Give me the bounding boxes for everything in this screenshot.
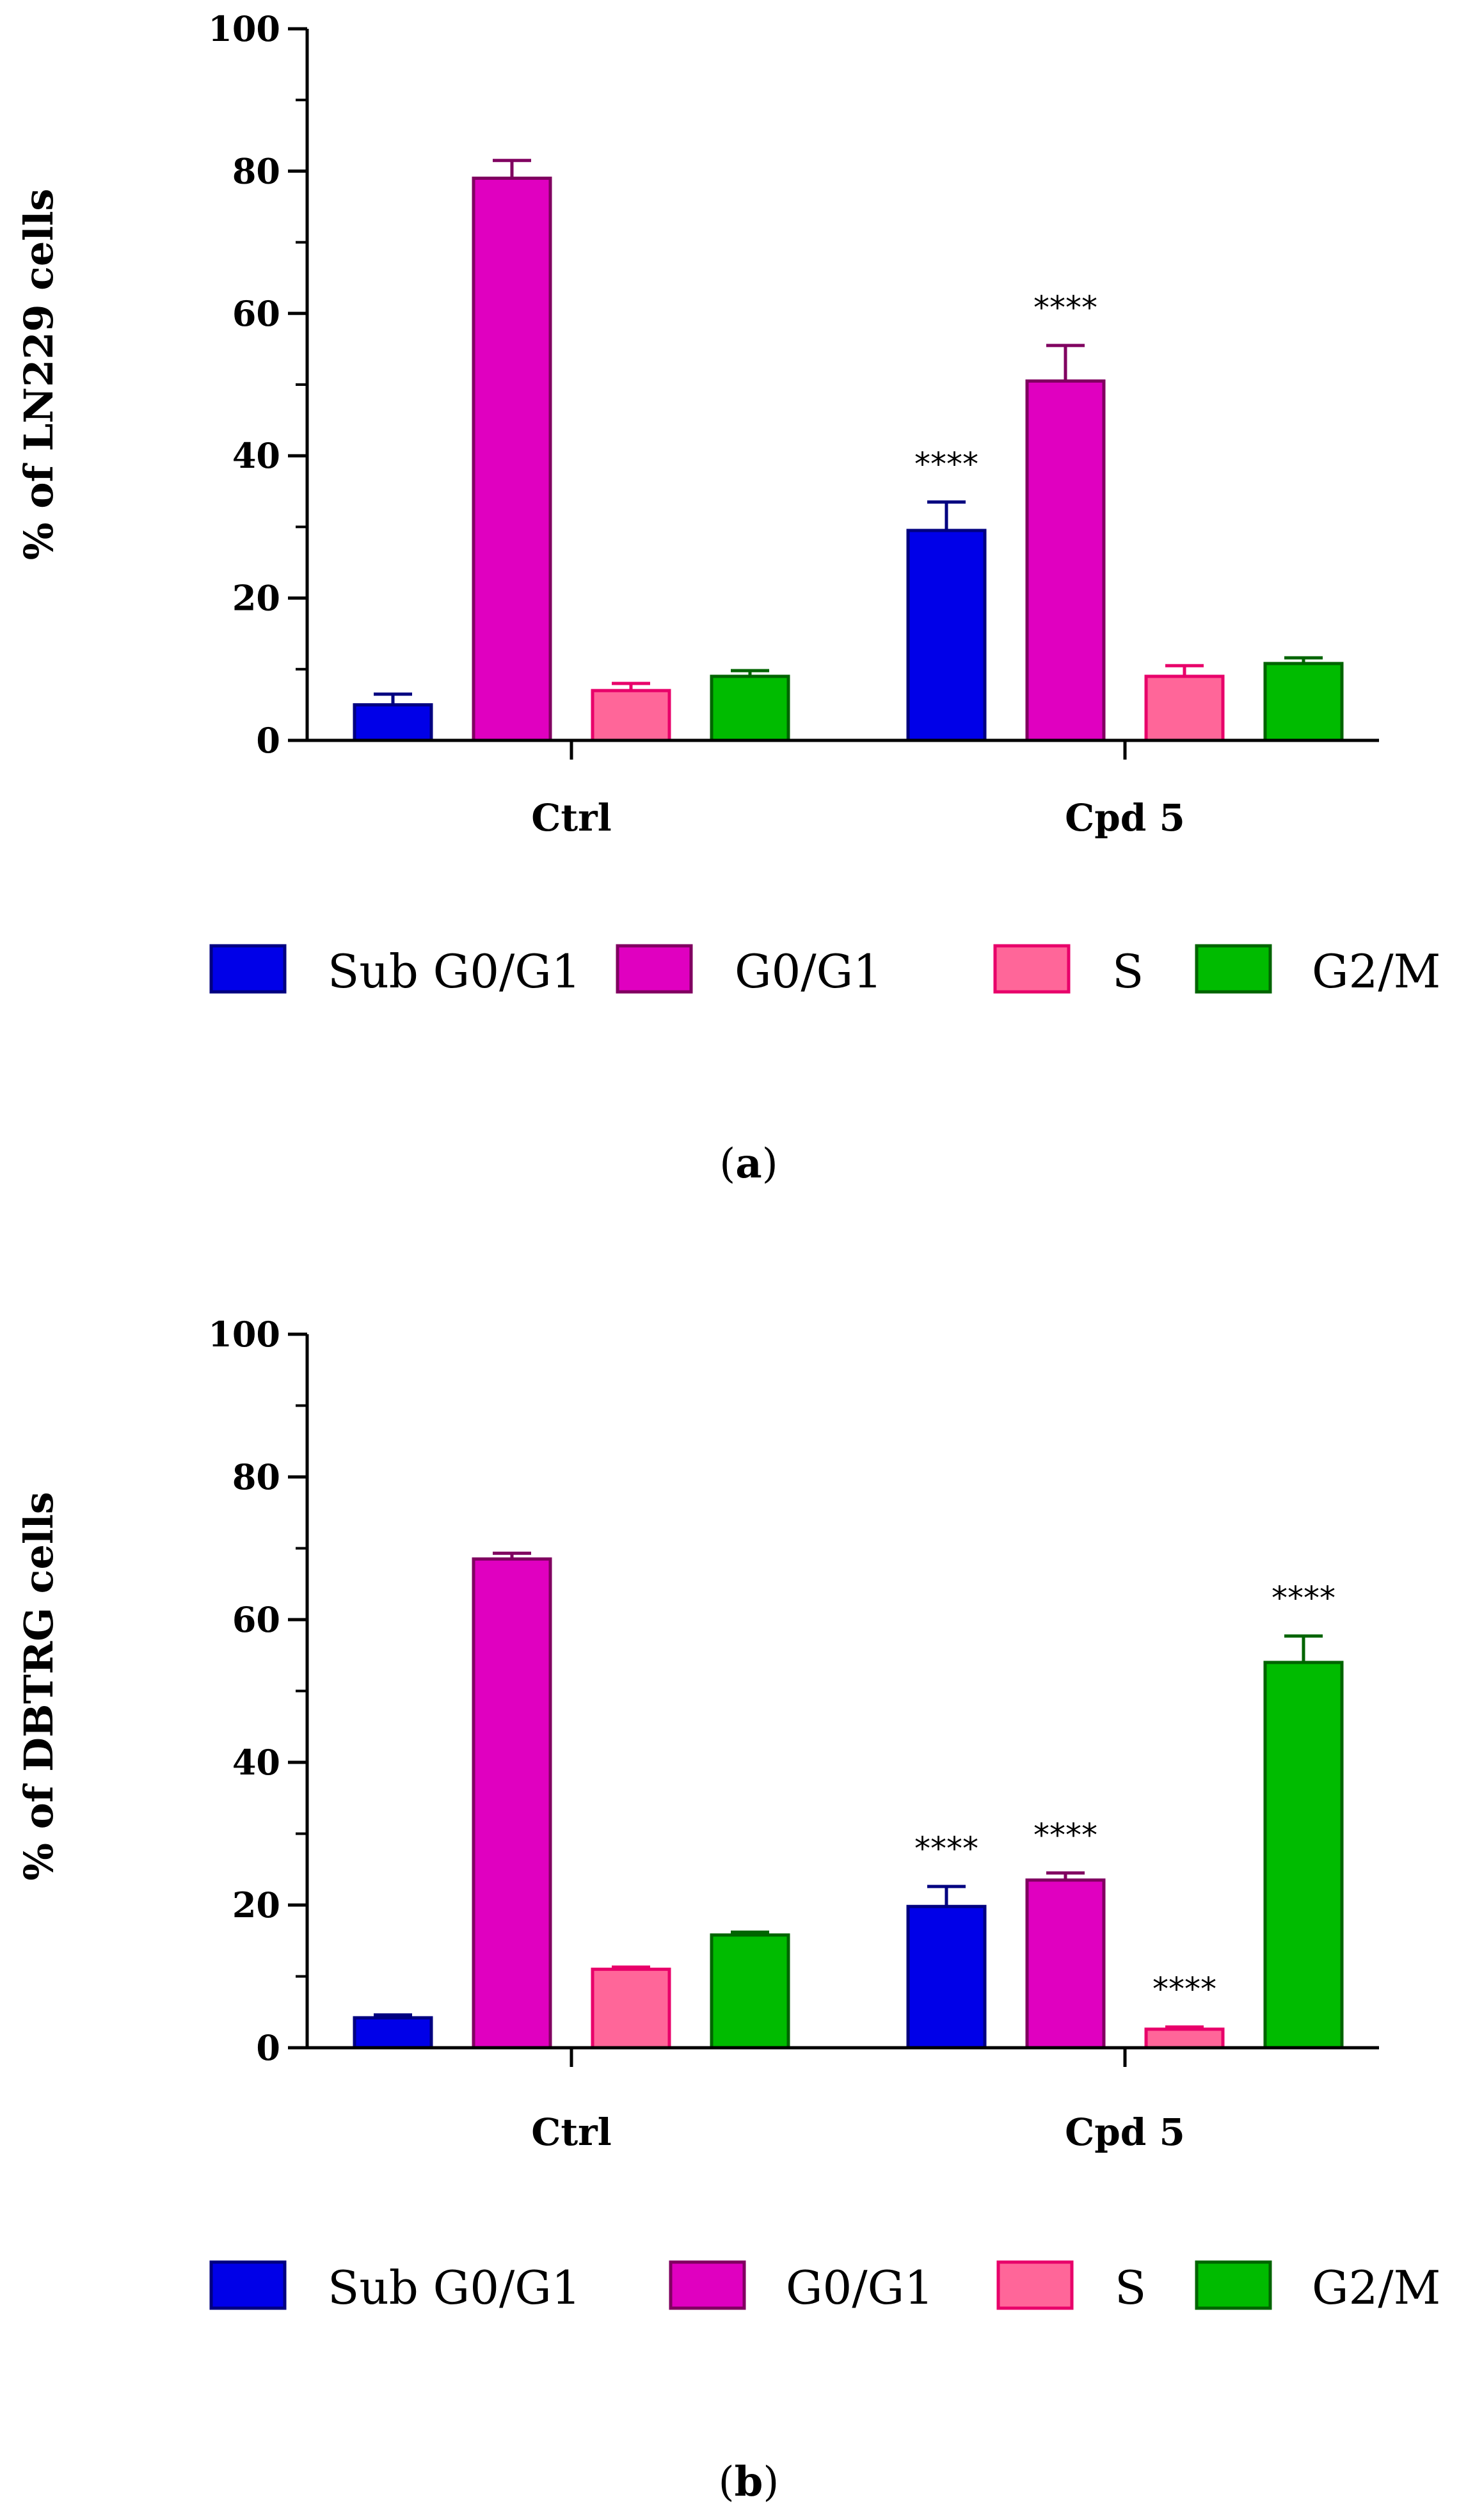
bar-s-cpd5-significance: **** xyxy=(1152,1971,1216,2008)
panel-b-legend-label-g0g1: G0/G1 xyxy=(786,2261,934,2315)
panel-a-y-ticks: 0 20 40 60 80 100 xyxy=(208,8,307,761)
panel-b-legend-swatch-g0g1 xyxy=(669,2260,746,2310)
panel-a-chart: % of LN229 cells 0 20 40 60 80 100 **** **** C… xyxy=(15,8,1440,1188)
y-tick-label-80: 80 xyxy=(232,1456,280,1497)
y-tick-label-0: 0 xyxy=(256,2027,280,2068)
bar-g0g1-cpd5-significance: **** xyxy=(1033,1817,1097,1854)
panel-a-y-axis-title: % of LN229 cells xyxy=(15,189,62,561)
bar-g2m-cpd5 xyxy=(1263,1661,1344,2050)
panel-a-category-ctrl: Ctrl xyxy=(531,796,612,840)
bar-sub-g0g1-ctrl xyxy=(353,2016,433,2050)
y-tick-label-60: 60 xyxy=(232,1599,280,1640)
panel-a-bars: **** **** xyxy=(353,159,1344,742)
panel-a-legend-label-sub-g0g1: Sub G0/G1 xyxy=(328,945,581,998)
bar-sub-g0g1-cpd5-significance: **** xyxy=(914,1830,978,1867)
panel-b-category-cpd5: Cpd 5 xyxy=(1065,2110,1185,2154)
panel-a-legend-swatch-g0g1 xyxy=(616,944,693,994)
y-tick-label-100: 100 xyxy=(208,8,280,49)
y-tick-label-20: 20 xyxy=(232,1885,280,1926)
panel-b-legend-swatch-sub-g0g1 xyxy=(209,2260,287,2310)
bar-s-ctrl xyxy=(591,689,671,742)
panel-a-legend-label-g0g1: G0/G1 xyxy=(735,945,882,998)
panel-b-bars: **** **** **** **** xyxy=(353,1551,1344,2050)
panel-b-legend-label-sub-g0g1: Sub G0/G1 xyxy=(328,2261,581,2315)
panel-b-legend-swatch-s xyxy=(996,2260,1074,2310)
bar-sub-g0g1-cpd5-significance: **** xyxy=(914,445,978,482)
y-tick-label-40: 40 xyxy=(232,1742,280,1783)
bar-sub-g0g1-ctrl xyxy=(353,703,433,742)
panel-b-category-ctrl: Ctrl xyxy=(531,2110,612,2154)
bar-g0g1-cpd5-significance: **** xyxy=(1033,289,1097,326)
panel-a-legend-swatch-sub-g0g1 xyxy=(209,944,287,994)
bar-g0g1-cpd5 xyxy=(1025,1878,1106,2050)
y-tick-label-0: 0 xyxy=(256,720,280,761)
bar-s-cpd5 xyxy=(1144,2027,1225,2050)
bar-g2m-cpd5 xyxy=(1263,662,1344,742)
y-tick-label-100: 100 xyxy=(208,1314,280,1355)
y-tick-label-60: 60 xyxy=(232,293,280,334)
panel-b-legend-swatch-g2m xyxy=(1195,2260,1272,2310)
panel-a-caption: (a) xyxy=(719,1140,777,1188)
panel-a-legend-swatch-g2m xyxy=(1195,944,1272,994)
panel-a-caption-letter: a xyxy=(735,1140,761,1188)
panel-b-y-ticks: 0 20 40 60 80 100 xyxy=(208,1314,307,2068)
panel-a-axes xyxy=(305,29,1379,760)
panel-b-caption-letter: b xyxy=(735,2458,763,2506)
panel-a-legend-swatch-s xyxy=(993,944,1071,994)
panel-b-legend: Sub G0/G1 G0/G1 S G2/M xyxy=(209,2260,1440,2315)
bar-sub-g0g1-cpd5 xyxy=(906,1904,987,2050)
panel-b-caption: (b) xyxy=(719,2458,779,2506)
y-tick-label-80: 80 xyxy=(232,150,280,191)
bar-g0g1-ctrl xyxy=(472,1557,552,2050)
bar-s-cpd5 xyxy=(1144,674,1225,742)
panel-b-axes xyxy=(305,1334,1379,2067)
bar-g0g1-cpd5 xyxy=(1025,379,1106,742)
panel-b-legend-label-g2m: G2/M xyxy=(1312,2261,1440,2315)
bar-g2m-ctrl xyxy=(710,674,790,742)
panel-b-y-axis-title: % of DBTRG cells xyxy=(15,1492,62,1881)
panel-a-legend: Sub G0/G1 G0/G1 S G2/M xyxy=(209,944,1440,998)
y-tick-label-40: 40 xyxy=(232,435,280,476)
panel-a-category-cpd5: Cpd 5 xyxy=(1065,796,1185,840)
panel-b-legend-label-s: S xyxy=(1115,2261,1146,2315)
bar-g2m-cpd5-significance: **** xyxy=(1272,1580,1335,1617)
bar-g2m-ctrl xyxy=(710,1933,790,2050)
bar-sub-g0g1-cpd5 xyxy=(906,529,987,742)
bar-s-ctrl xyxy=(591,1967,671,2050)
panel-a-legend-label-s: S xyxy=(1112,945,1144,998)
bar-g0g1-ctrl xyxy=(472,177,552,742)
y-tick-label-20: 20 xyxy=(232,578,280,619)
panel-a-legend-label-g2m: G2/M xyxy=(1312,945,1440,998)
